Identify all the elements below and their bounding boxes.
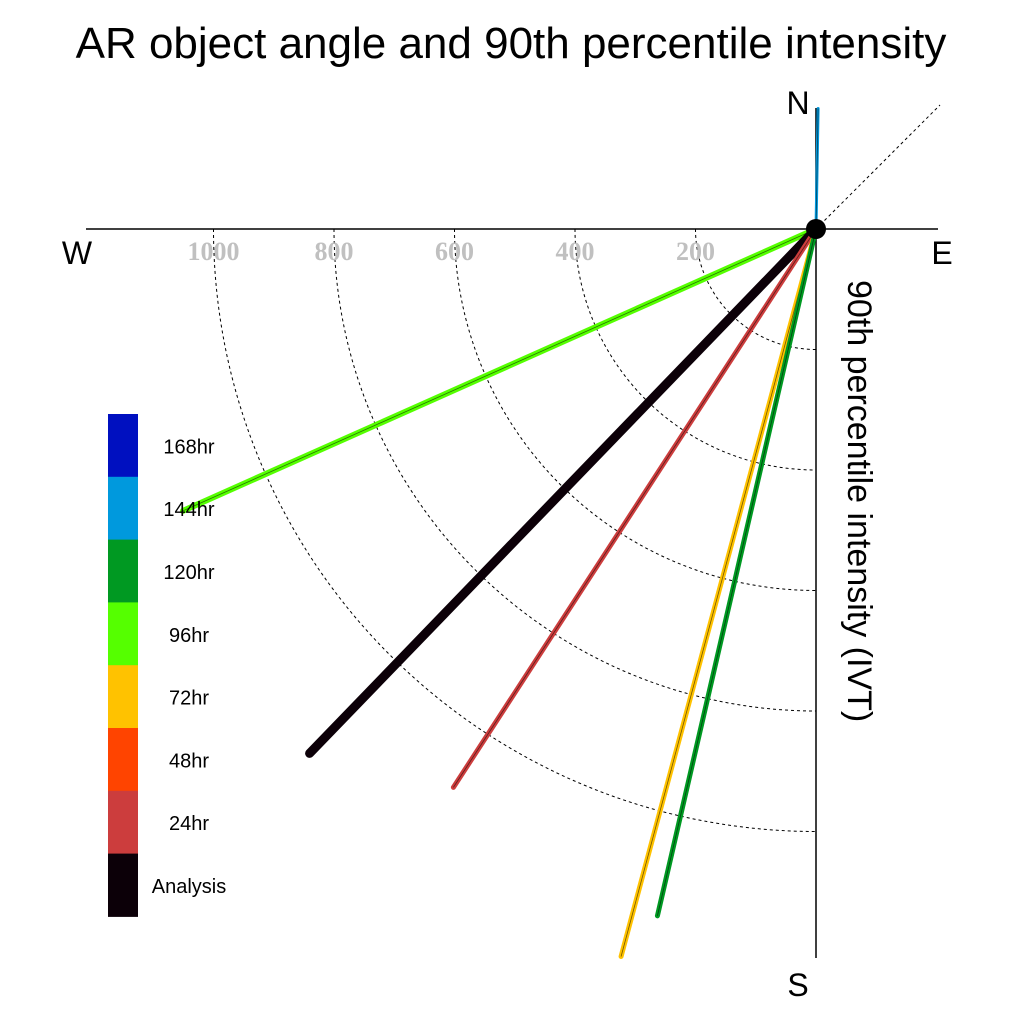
- compass-east: E: [931, 235, 952, 271]
- radial-tick-label: 600: [435, 237, 474, 266]
- chart-title: AR object angle and 90th percentile inte…: [76, 19, 947, 68]
- vector-line-core: [620, 228, 817, 957]
- radial-tick-label: 1000: [188, 237, 240, 266]
- legend: 168hr 144hr 120hr 96hr 72hr 48hr 24hr Analysis: [108, 414, 226, 917]
- grid-arc-2: [454, 228, 817, 591]
- vector-line-core: [453, 228, 817, 788]
- compass-west: W: [62, 235, 93, 271]
- legend-label: 48hr: [169, 750, 209, 772]
- vector-line-core: [182, 228, 817, 512]
- radial-tick-label: 400: [556, 237, 595, 266]
- legend-label: 144hr: [163, 499, 214, 521]
- legend-swatch-120hr: [108, 539, 138, 603]
- legend-label: 72hr: [169, 688, 209, 710]
- vector-lines: [180, 107, 821, 959]
- legend-label: 168hr: [163, 436, 214, 458]
- legend-label: 120hr: [163, 562, 214, 584]
- legend-label: 24hr: [169, 813, 209, 835]
- compass-north: N: [786, 85, 809, 121]
- compass-south: S: [787, 967, 808, 1003]
- vector-line-analysis: [305, 224, 821, 758]
- legend-swatch-96hr: [108, 602, 138, 666]
- radial-tick-label: 800: [315, 237, 354, 266]
- legend-label: 96hr: [169, 625, 209, 647]
- legend-swatch-72hr: [108, 665, 138, 729]
- radial-tick-label: 200: [676, 237, 715, 266]
- y-axis-label: 90th percentile intensity (IVT): [840, 280, 878, 722]
- legend-swatch-48hr: [108, 728, 138, 792]
- grid-arc-4: [213, 228, 817, 832]
- vector-line-core: [815, 108, 819, 230]
- legend-swatch-24hr: [108, 790, 138, 855]
- radial-tick-labels: 200 400 600 800 1000: [188, 237, 716, 266]
- legend-label: Analysis: [152, 876, 226, 898]
- diagonal-reference-line: [815, 104, 941, 230]
- vector-line-core: [657, 228, 817, 916]
- legend-swatch-analysis: [108, 853, 138, 917]
- grid-arc-3: [333, 228, 817, 712]
- legend-swatch-168hr: [108, 414, 138, 478]
- grid-arc-1: [574, 228, 817, 471]
- legend-swatch-144hr: [108, 476, 138, 541]
- origin-marker: [806, 219, 826, 239]
